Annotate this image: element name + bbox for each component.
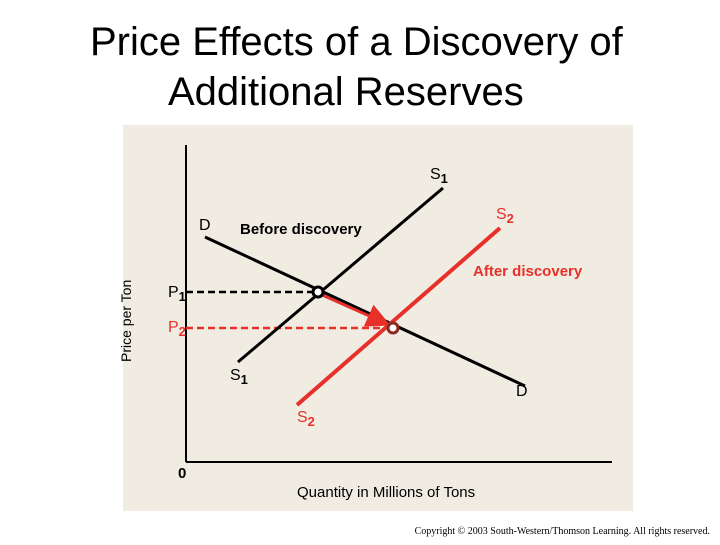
curve-label: D: [199, 217, 211, 234]
y-axis-label: Price per Ton: [118, 280, 134, 362]
x-axis-label: Quantity in Millions of Tons: [297, 484, 475, 501]
shift-arrow: [319, 292, 391, 327]
curve-label: D: [516, 383, 528, 400]
annotation: After discovery: [473, 263, 583, 280]
title-line: Price Effects of a Discovery of: [90, 20, 624, 64]
equilibrium-point: [311, 285, 325, 299]
price-label: P2: [168, 319, 186, 339]
curve-label: S1: [430, 166, 448, 186]
supply-curve-1: [237, 186, 444, 364]
curve-label: S2: [496, 206, 514, 226]
annotation: Before discovery: [240, 221, 362, 238]
origin-label: 0: [178, 465, 186, 482]
title-line: Additional Reserves: [168, 70, 524, 114]
supply-curve-2: [295, 226, 502, 407]
curve-label: S2: [297, 409, 315, 429]
equilibrium-point: [386, 321, 400, 335]
curve-label: S1: [230, 367, 248, 387]
copyright: Copyright © 2003 South-Western/Thomson L…: [415, 526, 710, 537]
price-label: P1: [168, 284, 186, 304]
